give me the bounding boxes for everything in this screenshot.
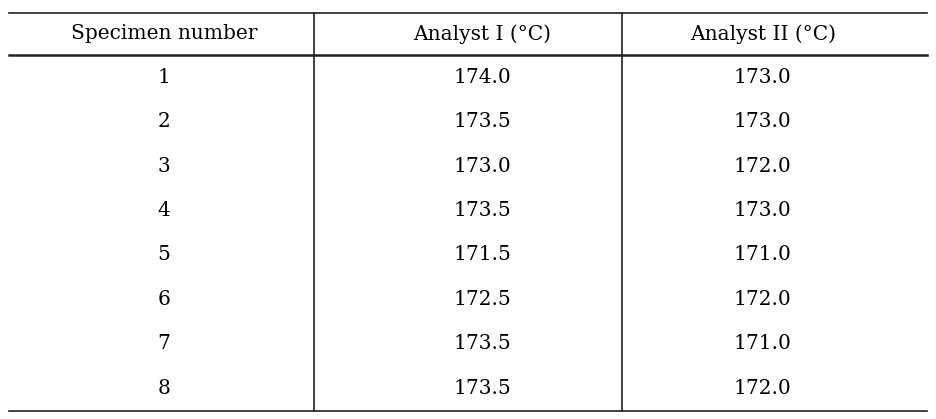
Text: 172.0: 172.0: [734, 157, 792, 176]
Text: 172.0: 172.0: [734, 379, 792, 398]
Text: Specimen number: Specimen number: [70, 24, 257, 43]
Text: 8: 8: [157, 379, 170, 398]
Text: 171.5: 171.5: [453, 246, 511, 264]
Text: Analyst I (°C): Analyst I (°C): [413, 24, 551, 44]
Text: Analyst II (°C): Analyst II (°C): [690, 24, 836, 44]
Text: 172.5: 172.5: [453, 290, 511, 309]
Text: 173.5: 173.5: [453, 112, 511, 131]
Text: 171.0: 171.0: [734, 246, 792, 264]
Text: 3: 3: [157, 157, 170, 176]
Text: 173.5: 173.5: [453, 201, 511, 220]
Text: 6: 6: [157, 290, 170, 309]
Text: 5: 5: [157, 246, 170, 264]
Text: 174.0: 174.0: [453, 67, 511, 87]
Text: 4: 4: [157, 201, 170, 220]
Text: 173.5: 173.5: [453, 334, 511, 353]
Text: 173.0: 173.0: [734, 201, 792, 220]
Text: 171.0: 171.0: [734, 334, 792, 353]
Text: 173.0: 173.0: [734, 67, 792, 87]
Text: 173.0: 173.0: [734, 112, 792, 131]
Text: 173.0: 173.0: [453, 157, 511, 176]
Text: 7: 7: [157, 334, 170, 353]
Text: 173.5: 173.5: [453, 379, 511, 398]
Text: 172.0: 172.0: [734, 290, 792, 309]
Text: 1: 1: [157, 67, 170, 87]
Text: 2: 2: [157, 112, 170, 131]
